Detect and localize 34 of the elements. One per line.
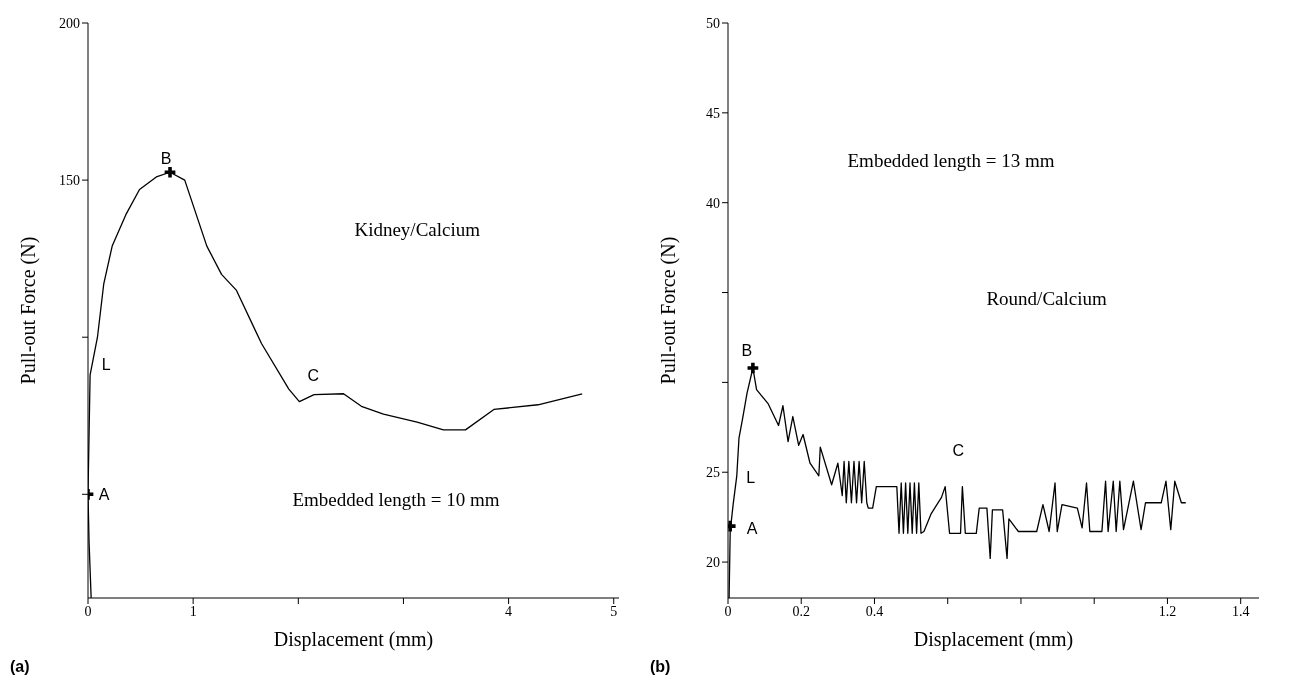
x-tick-label: 0 <box>724 603 732 619</box>
text: (b) <box>650 658 671 676</box>
y-tick-label: 45 <box>706 105 720 121</box>
annotation: A <box>746 519 758 537</box>
annotation: Embedded length = 13 mm <box>847 150 1055 172</box>
x-axis-title: Displacement (mm) <box>273 628 434 651</box>
annotation: C <box>307 367 320 385</box>
annotation: Round/Calcium <box>986 288 1107 310</box>
y-tick-label: 25 <box>706 465 720 481</box>
x-tick-label: 0.4 <box>865 603 884 619</box>
annotation: C <box>952 442 965 460</box>
text: (a) <box>10 658 30 676</box>
y-tick-label: 50 <box>706 15 720 31</box>
y-tick-label: 20 <box>706 555 720 571</box>
y-tick-label: 40 <box>706 195 720 211</box>
annotation: L <box>746 469 756 487</box>
annotation: Kidney/Calcium <box>354 219 481 241</box>
x-tick-label: 1.4 <box>1231 603 1250 619</box>
x-tick-label: 0 <box>84 603 92 619</box>
annotation: A <box>98 485 110 503</box>
annotation: B <box>741 341 753 359</box>
y-axis-title: Pull-out Force (N) <box>657 236 681 385</box>
y-tick-label: 200 <box>59 15 80 31</box>
x-tick-label: 1 <box>189 603 197 619</box>
x-tick-label: 0.2 <box>792 603 810 619</box>
x-tick-label: 4 <box>505 603 513 619</box>
annotation: L <box>101 356 111 374</box>
annotation: B <box>160 149 172 167</box>
y-tick-label: 150 <box>59 173 80 189</box>
x-tick-label: 5 <box>610 603 618 619</box>
y-axis-title: Pull-out Force (N) <box>17 236 41 385</box>
annotation: Embedded length = 10 mm <box>292 489 500 512</box>
x-axis-title: Displacement (mm) <box>913 628 1074 651</box>
x-tick-label: 1.2 <box>1158 603 1177 619</box>
